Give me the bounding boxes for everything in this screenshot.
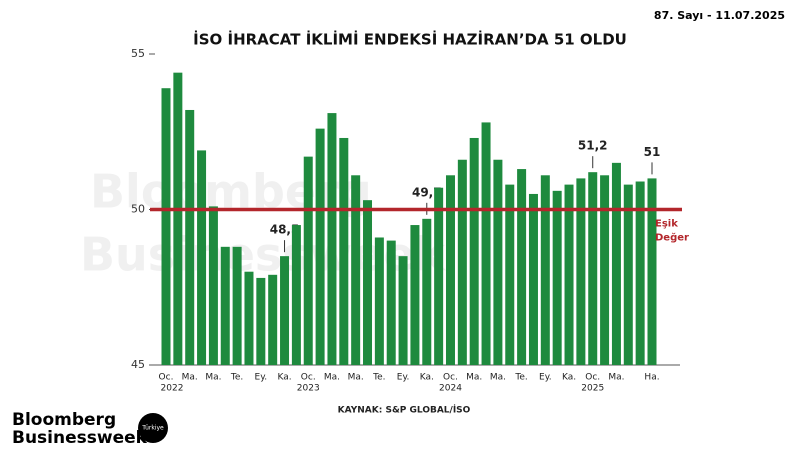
threshold-label: Eşik bbox=[655, 219, 678, 230]
bar bbox=[493, 159, 503, 365]
bar bbox=[434, 187, 444, 365]
data-label: 51 bbox=[644, 145, 661, 159]
bar bbox=[291, 225, 301, 365]
year-label: 2022 bbox=[161, 384, 184, 394]
bar bbox=[517, 169, 527, 365]
logo-line: Bloomberg bbox=[12, 410, 116, 430]
bar bbox=[197, 150, 207, 365]
bar bbox=[576, 178, 586, 365]
x-tick-label: Ma. bbox=[324, 373, 340, 383]
bar bbox=[220, 246, 230, 365]
chart-title: İSO İHRACAT İKLİMİ ENDEKSİ HAZİRAN’DA 51… bbox=[193, 30, 627, 49]
bar bbox=[208, 206, 218, 365]
bar bbox=[339, 137, 349, 365]
bar bbox=[161, 88, 171, 366]
bar bbox=[528, 193, 538, 365]
x-tick-label: Oc. bbox=[159, 373, 174, 383]
x-tick-label: Oc. bbox=[585, 373, 600, 383]
x-tick-label: Ma. bbox=[608, 373, 624, 383]
x-tick-label: Ma. bbox=[348, 373, 364, 383]
bar bbox=[445, 175, 455, 365]
bar bbox=[600, 175, 610, 365]
bar bbox=[303, 156, 313, 365]
bar bbox=[552, 190, 562, 365]
year-label: 2023 bbox=[297, 384, 320, 394]
bar bbox=[173, 72, 183, 365]
x-tick-label: Te. bbox=[514, 373, 527, 383]
threshold-label: Değer bbox=[655, 232, 689, 244]
y-tick-label: 45 bbox=[131, 358, 145, 371]
year-label: 2025 bbox=[581, 384, 604, 394]
year-label: 2024 bbox=[439, 384, 462, 394]
bar bbox=[422, 218, 432, 365]
bar bbox=[588, 172, 598, 365]
logo-line: Businessweek bbox=[12, 428, 148, 448]
data-label: 51,2 bbox=[578, 139, 608, 153]
bar bbox=[363, 200, 373, 365]
bar bbox=[564, 184, 574, 365]
x-tick-label: Oc. bbox=[301, 373, 316, 383]
bar bbox=[398, 256, 408, 365]
bar bbox=[268, 274, 278, 365]
x-tick-label: Ma. bbox=[205, 373, 221, 383]
bar bbox=[410, 225, 420, 365]
watermark: Businessweek bbox=[80, 228, 447, 282]
bar bbox=[611, 162, 621, 365]
bar bbox=[232, 246, 242, 365]
logo-badge-text: Türkiye bbox=[141, 425, 164, 432]
bar bbox=[386, 240, 396, 365]
bar bbox=[505, 184, 515, 365]
bar bbox=[315, 128, 325, 365]
x-tick-label: Ey. bbox=[255, 373, 268, 383]
y-tick-label: 50 bbox=[131, 203, 145, 216]
x-tick-label: Ey. bbox=[539, 373, 552, 383]
source: KAYNAK: S&P GLOBAL/İSO bbox=[338, 405, 471, 416]
x-tick-label: Ha. bbox=[644, 373, 659, 383]
bar bbox=[635, 181, 645, 365]
issue: 87. Sayı - 11.07.2025 bbox=[654, 9, 785, 22]
x-tick-label: Ma. bbox=[466, 373, 482, 383]
bar bbox=[244, 271, 254, 365]
bar bbox=[540, 175, 550, 365]
bar bbox=[327, 113, 337, 365]
x-tick-label: Ka. bbox=[420, 373, 434, 383]
x-tick-label: Te. bbox=[230, 373, 243, 383]
bar bbox=[185, 109, 195, 365]
bar bbox=[457, 159, 467, 365]
bar bbox=[351, 175, 361, 365]
bar bbox=[481, 122, 491, 365]
logo-badge bbox=[138, 413, 168, 443]
x-tick-label: Ka. bbox=[277, 373, 291, 383]
x-tick-label: Ka. bbox=[562, 373, 576, 383]
x-tick-label: Oc. bbox=[443, 373, 458, 383]
y-tick-label: 55 bbox=[131, 47, 145, 60]
x-tick-label: Te. bbox=[372, 373, 385, 383]
bar bbox=[256, 277, 266, 365]
bar bbox=[280, 256, 290, 365]
x-tick-label: Ma. bbox=[490, 373, 506, 383]
bar bbox=[374, 237, 384, 365]
x-tick-label: Ma. bbox=[182, 373, 198, 383]
bar bbox=[469, 137, 479, 365]
x-tick-label: Ey. bbox=[397, 373, 410, 383]
bar bbox=[623, 184, 633, 365]
bar bbox=[647, 178, 657, 365]
